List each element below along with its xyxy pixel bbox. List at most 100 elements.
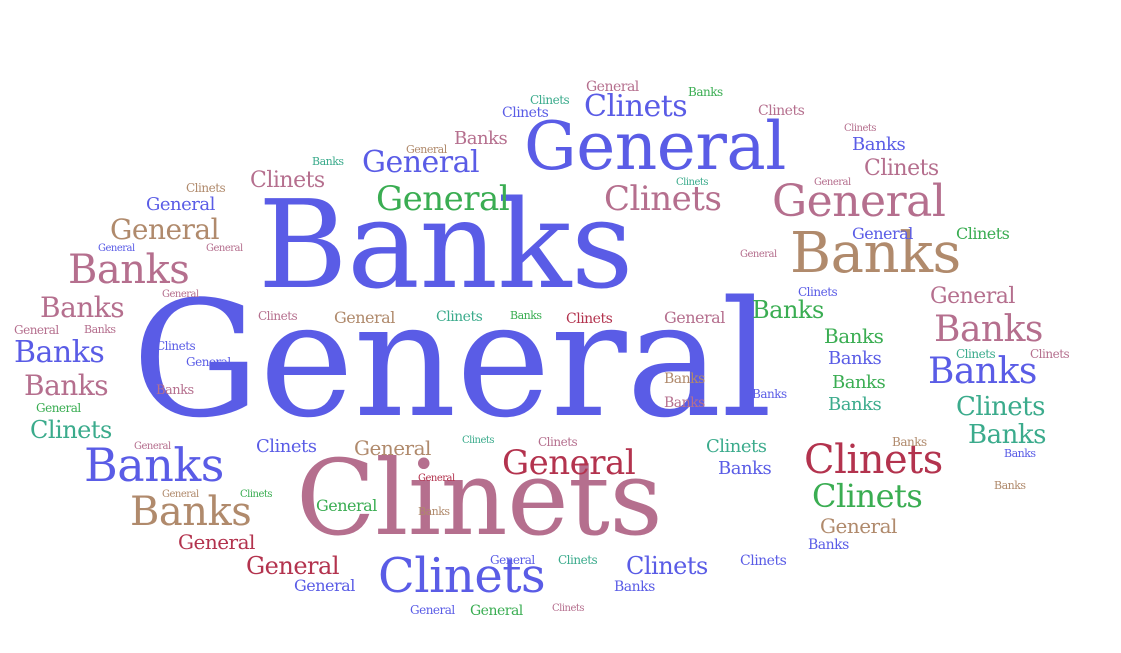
word-cloud-word: Banks [454,128,508,149]
word-cloud-word: Banks [312,155,344,168]
word-cloud-word: Clinets [30,416,112,444]
word-cloud-word: General [246,552,340,580]
word-cloud-word: Clinets [552,603,585,614]
word-cloud-word: Banks [510,309,542,322]
word-cloud-word: General [406,143,447,156]
word-cloud-word: Clinets [256,436,317,457]
word-cloud-word: Banks [130,489,252,535]
word-cloud-word: Banks [84,438,224,492]
word-cloud-word: Clinets [186,181,226,195]
word-cloud-word: Banks [1004,447,1036,460]
word-cloud-word: Clinets [502,105,549,121]
word-cloud-word: Banks [84,323,116,336]
word-cloud-word: General [36,401,81,415]
word-cloud-word: General [820,514,897,538]
word-cloud-word: Clinets [798,285,838,299]
word-cloud-word: General [930,284,1015,309]
word-cloud-word: Banks [664,371,705,387]
word-cloud-word: Banks [258,174,634,316]
word-cloud-word: Clinets [378,548,546,604]
word-cloud-word: General [852,224,913,243]
word-cloud-word: Banks [994,479,1026,492]
word-cloud-word: General [814,177,851,188]
word-cloud-word: Banks [418,505,450,518]
word-cloud-word: Clinets [566,311,613,327]
word-cloud-word: Clinets [156,339,196,353]
word-cloud-word: Banks [828,348,882,369]
word-cloud-word: Banks [808,537,849,553]
word-cloud-word: General [490,553,535,567]
word-cloud-word: Clinets [1030,347,1070,361]
word-cloud-word: General [316,496,377,515]
word-cloud-word: Clinets [706,436,767,457]
word-cloud-word: Banks [828,394,882,415]
word-cloud-word: Clinets [604,179,722,219]
word-cloud-word: General [162,289,199,300]
word-cloud-word: Clinets [538,435,578,449]
word-cloud-word: Banks [614,579,655,595]
word-cloud-word: General [470,603,523,619]
word-cloud-word: Banks [68,247,190,293]
word-cloud-word: General [14,323,59,337]
word-cloud-word: Banks [790,221,961,286]
word-cloud-word: Clinets [296,437,663,559]
word-cloud-word: General [586,79,639,95]
word-cloud-word: Clinets [436,309,483,325]
word-cloud-word: General [354,436,431,460]
word-cloud-word: Clinets [558,553,598,567]
word-cloud-word: General [294,576,355,595]
word-cloud-word: General [502,443,636,483]
word-cloud-word: Clinets [812,477,923,515]
word-cloud-word: Banks [40,291,125,324]
word-cloud-word: General [664,308,725,327]
word-cloud-word: Banks [934,309,1043,350]
word-cloud-word: Clinets [530,93,570,107]
word-cloud-word: Clinets [956,224,1010,243]
word-cloud-word: General [186,355,231,369]
word-cloud-word: Banks [824,324,884,348]
word-cloud-word: General [740,249,777,260]
word-cloud-word: General [376,179,510,219]
word-cloud-word: General [98,243,135,254]
word-cloud-word: Clinets [740,553,787,569]
word-cloud-word: Clinets [844,123,877,134]
word-cloud-word: Clinets [258,309,298,323]
word-cloud-word: Clinets [584,89,688,124]
word-cloud-word: Clinets [956,347,996,361]
word-cloud-word: Banks [156,383,194,398]
word-cloud-word: Banks [852,134,906,155]
word-cloud-word: General [162,489,199,500]
word-cloud-word: Banks [24,369,109,402]
word-cloud-word: Banks [752,296,824,324]
word-cloud-word: Clinets [240,489,273,500]
word-cloud-word: Banks [832,372,886,393]
word-cloud-word: Banks [752,387,787,401]
word-cloud-word: Clinets [626,552,708,580]
word-cloud-word: General [132,266,772,453]
word-cloud-word: General [110,213,220,246]
word-cloud-word: Banks [892,435,927,449]
word-cloud-word: Banks [928,351,1037,392]
word-cloud-word: Clinets [804,437,943,483]
word-cloud-word: Banks [718,458,772,479]
word-cloud-word: Clinets [250,168,325,193]
word-cloud-word: General [362,145,480,180]
word-cloud-word: Clinets [758,103,805,119]
word-cloud-word: Clinets [864,156,939,181]
word-cloud-word: General [524,108,786,185]
word-cloud-word: Clinets [462,435,495,446]
word-cloud-word: General [410,603,455,617]
word-cloud-word: General [334,308,395,327]
word-cloud-word: Clinets [676,177,709,188]
word-cloud-word: General [772,176,946,227]
word-cloud-word: General [178,530,255,554]
word-cloud-word: Banks [14,335,105,370]
word-cloud-word: Banks [968,420,1046,450]
word-cloud-word: General [418,473,455,484]
word-cloud-word: General [134,441,171,452]
word-cloud-word: Banks [688,85,723,99]
word-cloud-word: Banks [664,395,705,411]
word-cloud-word: General [146,194,215,215]
word-cloud-word: Clinets [956,392,1045,422]
